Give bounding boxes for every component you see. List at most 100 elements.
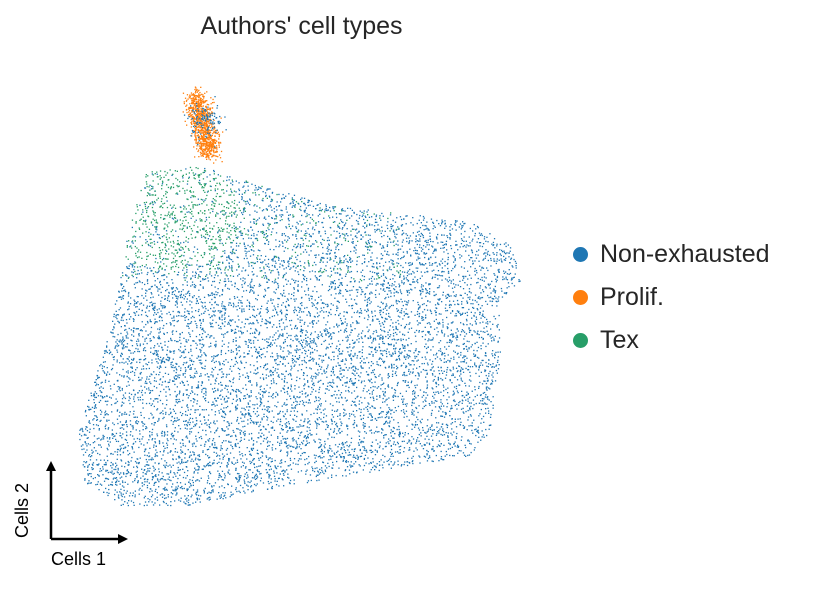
data-point (388, 417, 390, 419)
data-point (139, 204, 141, 206)
data-point (307, 294, 310, 296)
data-point (354, 456, 356, 458)
data-point (180, 290, 183, 293)
data-point (182, 393, 185, 395)
data-point (266, 239, 268, 241)
data-point (230, 234, 232, 236)
data-point (213, 420, 215, 422)
data-point (301, 345, 303, 348)
data-point (185, 168, 187, 170)
data-point (293, 298, 295, 300)
data-point (137, 399, 140, 401)
data-point (235, 191, 237, 193)
data-point (159, 479, 161, 481)
data-point (416, 313, 419, 315)
data-point (403, 275, 405, 277)
data-point (354, 401, 356, 403)
data-point (127, 258, 129, 260)
data-point (120, 283, 122, 285)
data-point (216, 212, 218, 214)
data-point (171, 361, 173, 363)
data-point (366, 310, 368, 313)
data-point (126, 240, 128, 242)
data-point (486, 252, 488, 254)
data-point (299, 247, 302, 249)
data-point (409, 356, 411, 358)
data-point (154, 321, 156, 323)
data-point (234, 230, 236, 232)
data-point (331, 423, 333, 425)
data-point (228, 422, 230, 425)
data-point (141, 377, 143, 379)
data-point (391, 283, 393, 285)
data-point (142, 232, 144, 234)
data-point (396, 368, 398, 370)
data-point (346, 284, 348, 286)
data-point (427, 331, 429, 333)
data-point (381, 428, 383, 430)
data-point (182, 444, 184, 447)
data-point (441, 423, 443, 425)
data-point (151, 362, 153, 364)
data-point (148, 464, 150, 466)
data-point (428, 443, 431, 446)
data-point (235, 405, 237, 407)
data-point (233, 390, 235, 392)
data-point (388, 416, 390, 418)
data-point (326, 388, 328, 390)
data-point (467, 245, 470, 247)
data-point (494, 335, 496, 337)
data-point (159, 257, 161, 259)
data-point (438, 313, 440, 315)
data-point (476, 308, 478, 310)
data-point (222, 189, 224, 191)
data-point (320, 411, 322, 414)
data-point (301, 281, 303, 283)
data-point (178, 499, 180, 501)
data-point (232, 378, 234, 381)
data-point (192, 215, 194, 217)
data-point (463, 348, 465, 350)
data-point (298, 357, 301, 359)
data-point (148, 402, 151, 405)
data-point (203, 229, 205, 231)
data-point (315, 475, 317, 478)
data-point (223, 397, 226, 400)
data-point (203, 393, 205, 395)
data-point (336, 272, 338, 274)
data-point (452, 279, 454, 281)
data-point (359, 210, 361, 212)
data-point (166, 349, 168, 351)
data-point (191, 281, 194, 283)
data-point (110, 483, 112, 486)
data-point (290, 228, 292, 230)
data-point (205, 240, 207, 242)
data-point (410, 442, 413, 444)
data-point (466, 300, 468, 302)
data-point (465, 399, 467, 401)
data-point (346, 228, 348, 230)
data-point (426, 381, 428, 383)
data-point (309, 340, 312, 342)
data-point (259, 250, 261, 252)
data-point (483, 258, 485, 260)
data-point (152, 180, 154, 182)
data-point (270, 374, 272, 376)
data-point (265, 255, 267, 257)
data-point (438, 285, 441, 287)
data-point (411, 289, 413, 291)
data-point (412, 278, 414, 281)
data-point (372, 458, 374, 460)
data-point (367, 246, 369, 248)
data-point (173, 366, 175, 369)
data-point (311, 375, 313, 377)
data-point (335, 365, 337, 367)
data-point (181, 450, 183, 452)
data-point (224, 250, 226, 252)
data-point (486, 330, 488, 332)
data-point (328, 434, 331, 436)
data-point (409, 350, 412, 352)
data-point (157, 358, 159, 360)
data-point (386, 293, 389, 295)
data-point (100, 439, 102, 441)
